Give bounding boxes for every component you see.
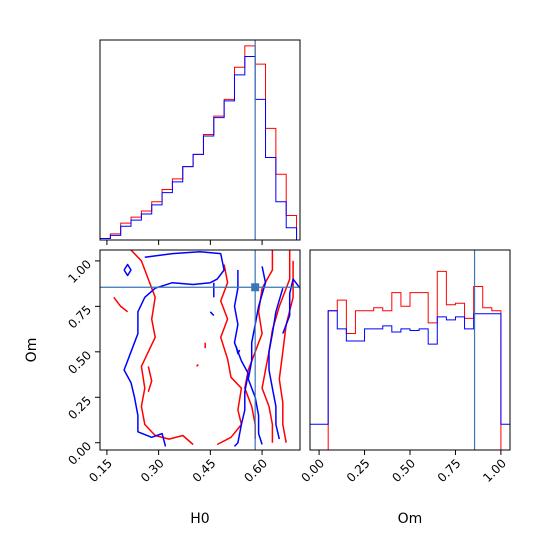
x-axis-label-h0: H0: [190, 511, 209, 527]
contour-red-8: [196, 363, 199, 367]
contour-blue-0: [123, 251, 225, 447]
contour-red-5: [278, 260, 294, 443]
contour-frame: [99, 249, 301, 451]
contour-blue-3: [247, 266, 267, 445]
contour-blue-7: [235, 346, 241, 355]
contour-red-6: [147, 366, 153, 393]
contour-blue-8: [209, 311, 215, 317]
contour-red-0: [130, 250, 194, 446]
om-histogram-frame: [309, 249, 511, 451]
contour-truth-marker: [251, 283, 260, 292]
h0-histogram-frame: [99, 39, 301, 241]
contour-red-2: [216, 264, 243, 446]
h0-histogram-panel: [99, 39, 301, 245]
om-histogram-panel: 0.00 0.25 0.50 0.75 1.00 Om: [298, 249, 511, 527]
x-axis-label-om: Om: [398, 511, 423, 527]
contour-red-4: [261, 250, 291, 443]
om-histogram-blue-series: [309, 310, 511, 450]
om-histogram-red-series: [310, 270, 510, 451]
contour-blue-4: [268, 287, 284, 440]
h0-histogram-blue-series: [99, 56, 298, 240]
contour-blue-1: [123, 263, 132, 277]
contour-blue-5: [282, 278, 300, 334]
contour-red-1: [113, 296, 129, 313]
y-axis-label-om: Om: [24, 338, 40, 363]
contour-blue-2: [233, 270, 250, 447]
